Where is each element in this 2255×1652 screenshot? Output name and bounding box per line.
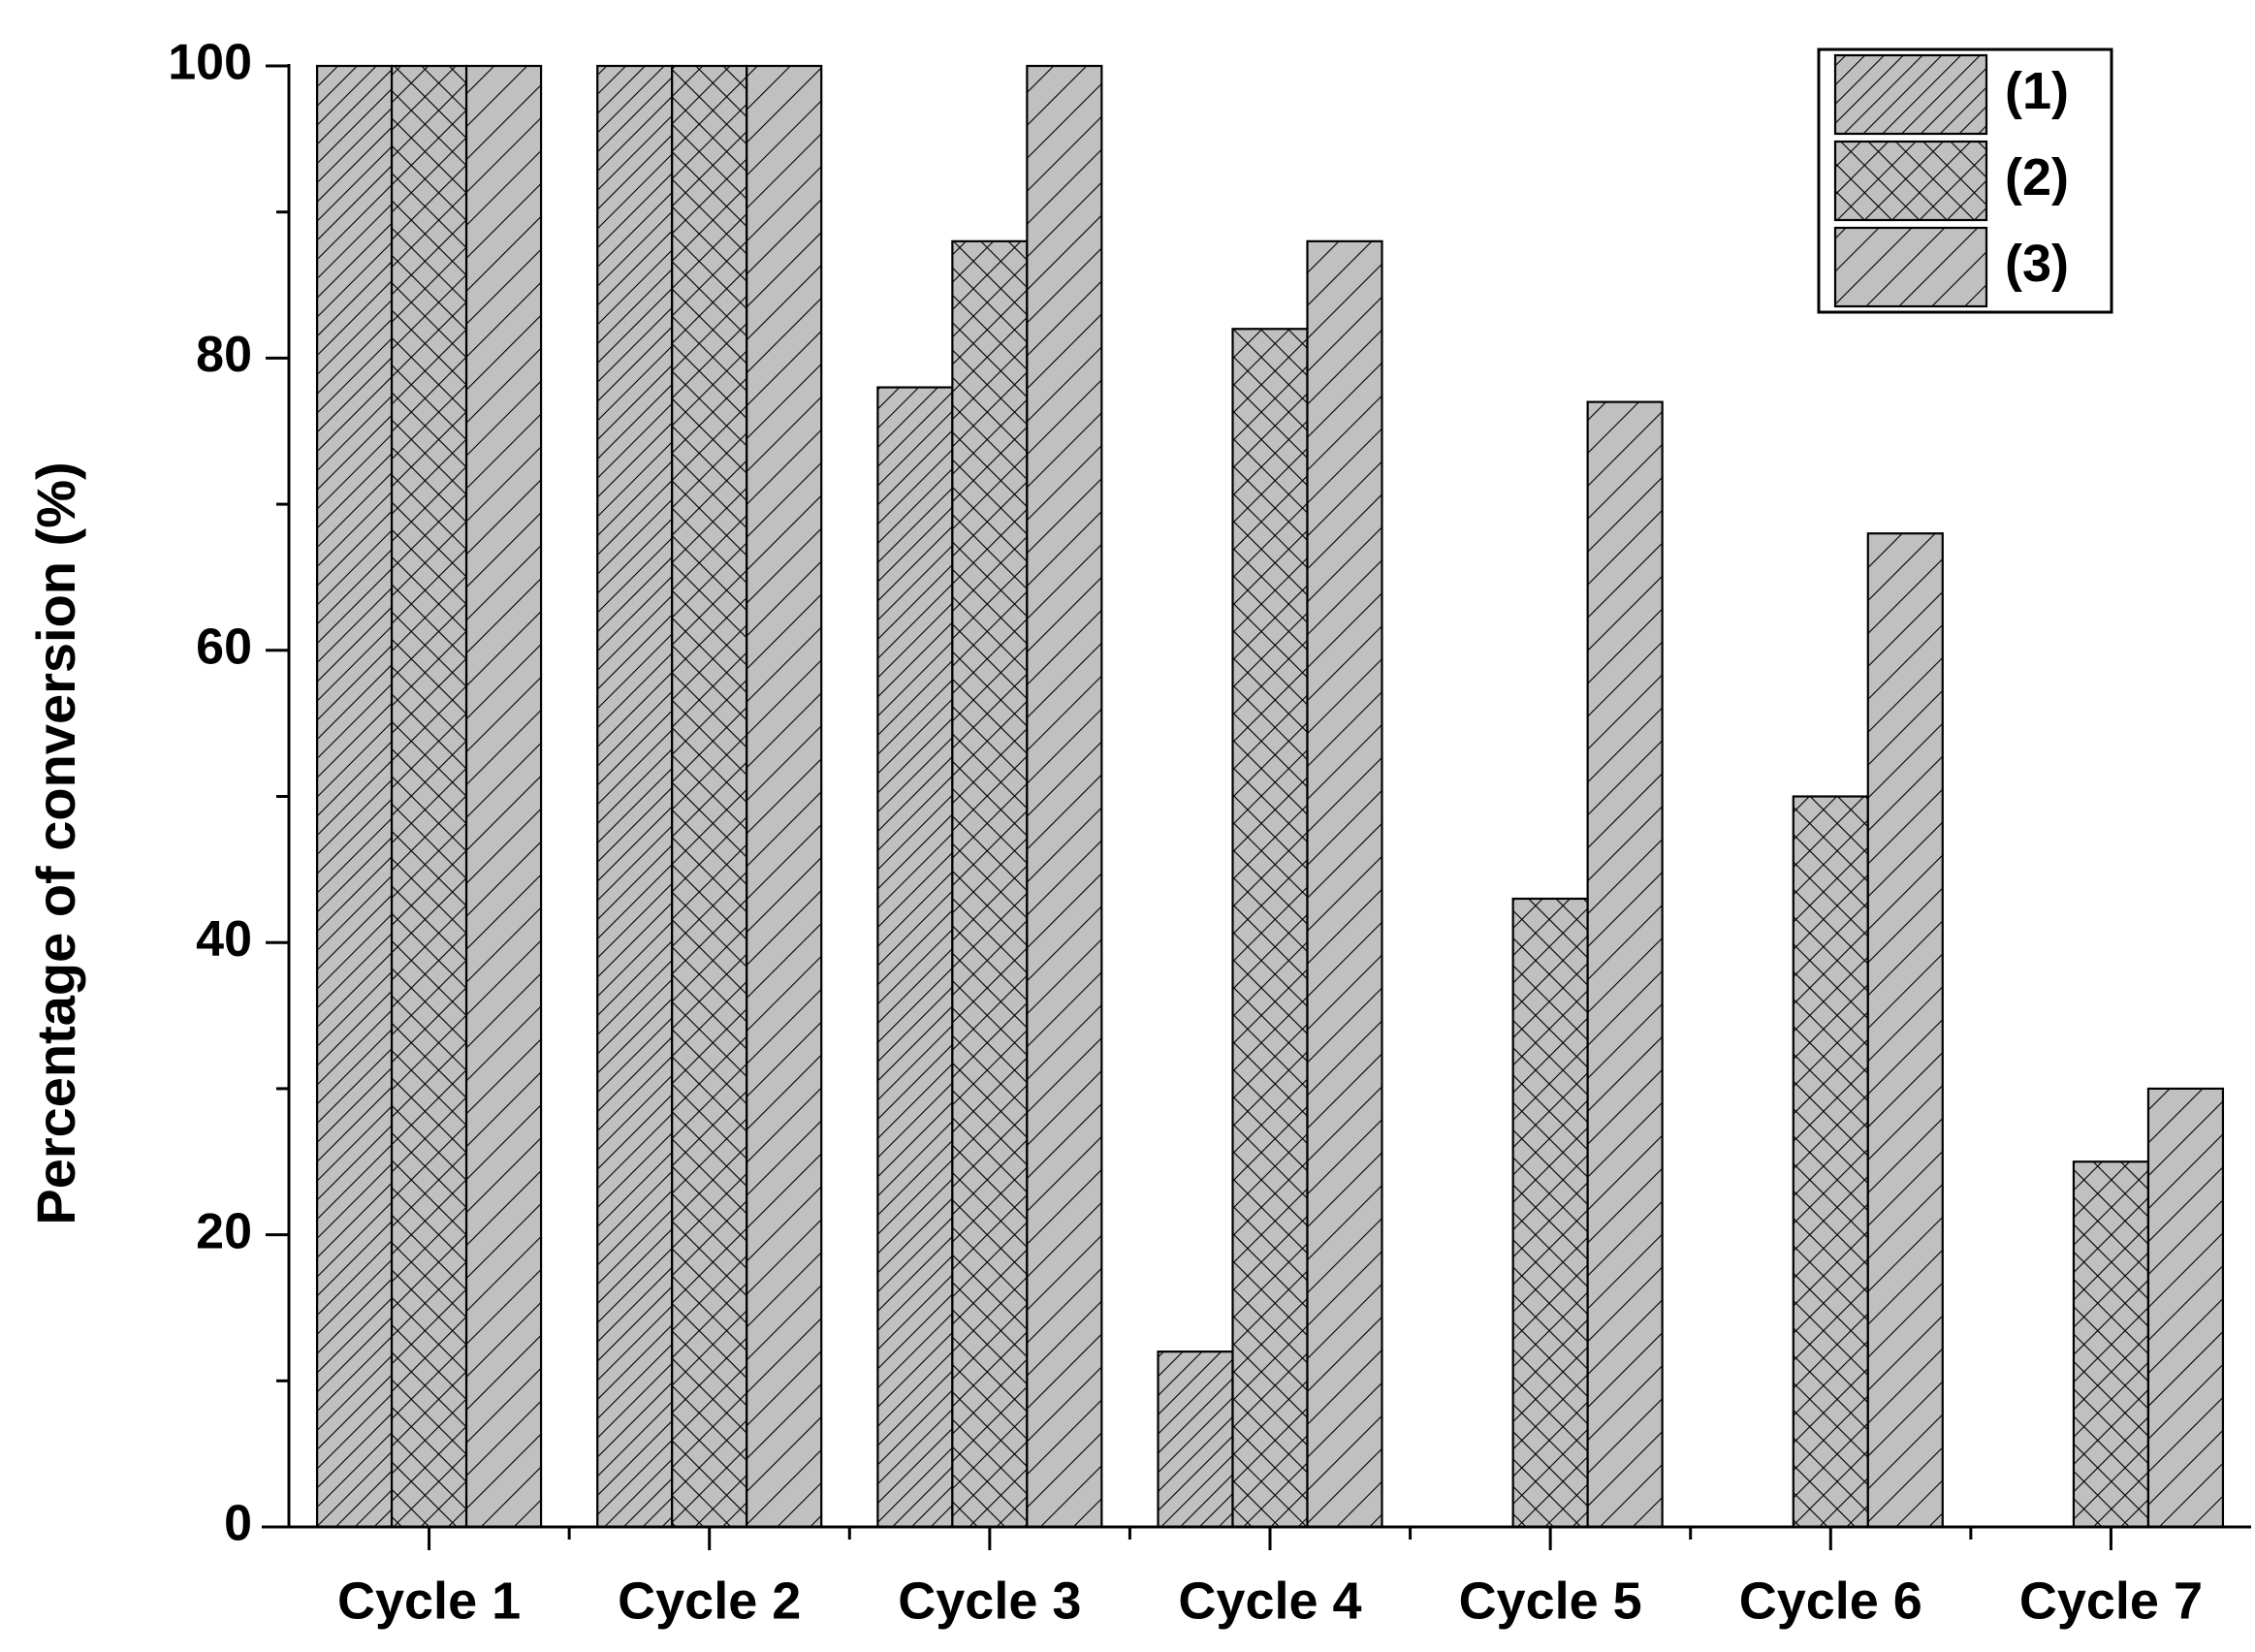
bar bbox=[596, 64, 674, 1529]
x-tick-label: Cycle 6 bbox=[1739, 1572, 1922, 1630]
x-tick-label: Cycle 3 bbox=[898, 1572, 1081, 1630]
bar bbox=[2146, 1087, 2225, 1529]
y-tick-label: 20 bbox=[196, 1203, 252, 1259]
legend-label: (2) bbox=[2005, 148, 2069, 206]
bar bbox=[1511, 897, 1589, 1529]
legend-swatch bbox=[1833, 140, 1988, 222]
y-tick-label: 40 bbox=[196, 911, 252, 968]
x-tick-label: Cycle 4 bbox=[1178, 1572, 1361, 1630]
x-tick-label: Cycle 5 bbox=[1459, 1572, 1642, 1630]
bar bbox=[1866, 532, 1944, 1529]
x-tick-label: Cycle 7 bbox=[2019, 1572, 2203, 1630]
bar bbox=[1157, 1350, 1234, 1529]
bar bbox=[464, 64, 543, 1529]
legend-label: (1) bbox=[2005, 62, 2069, 120]
x-tick-label: Cycle 1 bbox=[337, 1572, 521, 1630]
legend-label: (3) bbox=[2005, 235, 2069, 293]
bar bbox=[876, 386, 954, 1529]
bar bbox=[315, 64, 394, 1529]
y-tick-label: 60 bbox=[196, 620, 252, 676]
legend-swatch bbox=[1833, 53, 1988, 136]
bar bbox=[746, 64, 823, 1529]
bar bbox=[1792, 795, 1869, 1529]
y-tick-label: 0 bbox=[224, 1496, 252, 1552]
bar bbox=[671, 64, 748, 1529]
bar bbox=[951, 239, 1029, 1529]
bar bbox=[1306, 239, 1383, 1529]
legend-swatch bbox=[1833, 226, 1988, 308]
bar bbox=[2072, 1160, 2150, 1529]
bar bbox=[390, 64, 468, 1529]
y-axis-label: Percentage of conversion (%) bbox=[25, 461, 86, 1224]
bar bbox=[1586, 400, 1664, 1529]
y-tick-label: 100 bbox=[168, 35, 252, 91]
bar bbox=[1026, 64, 1103, 1529]
bar bbox=[1231, 328, 1309, 1529]
y-tick-label: 80 bbox=[196, 327, 252, 383]
x-tick-label: Cycle 2 bbox=[618, 1572, 801, 1630]
